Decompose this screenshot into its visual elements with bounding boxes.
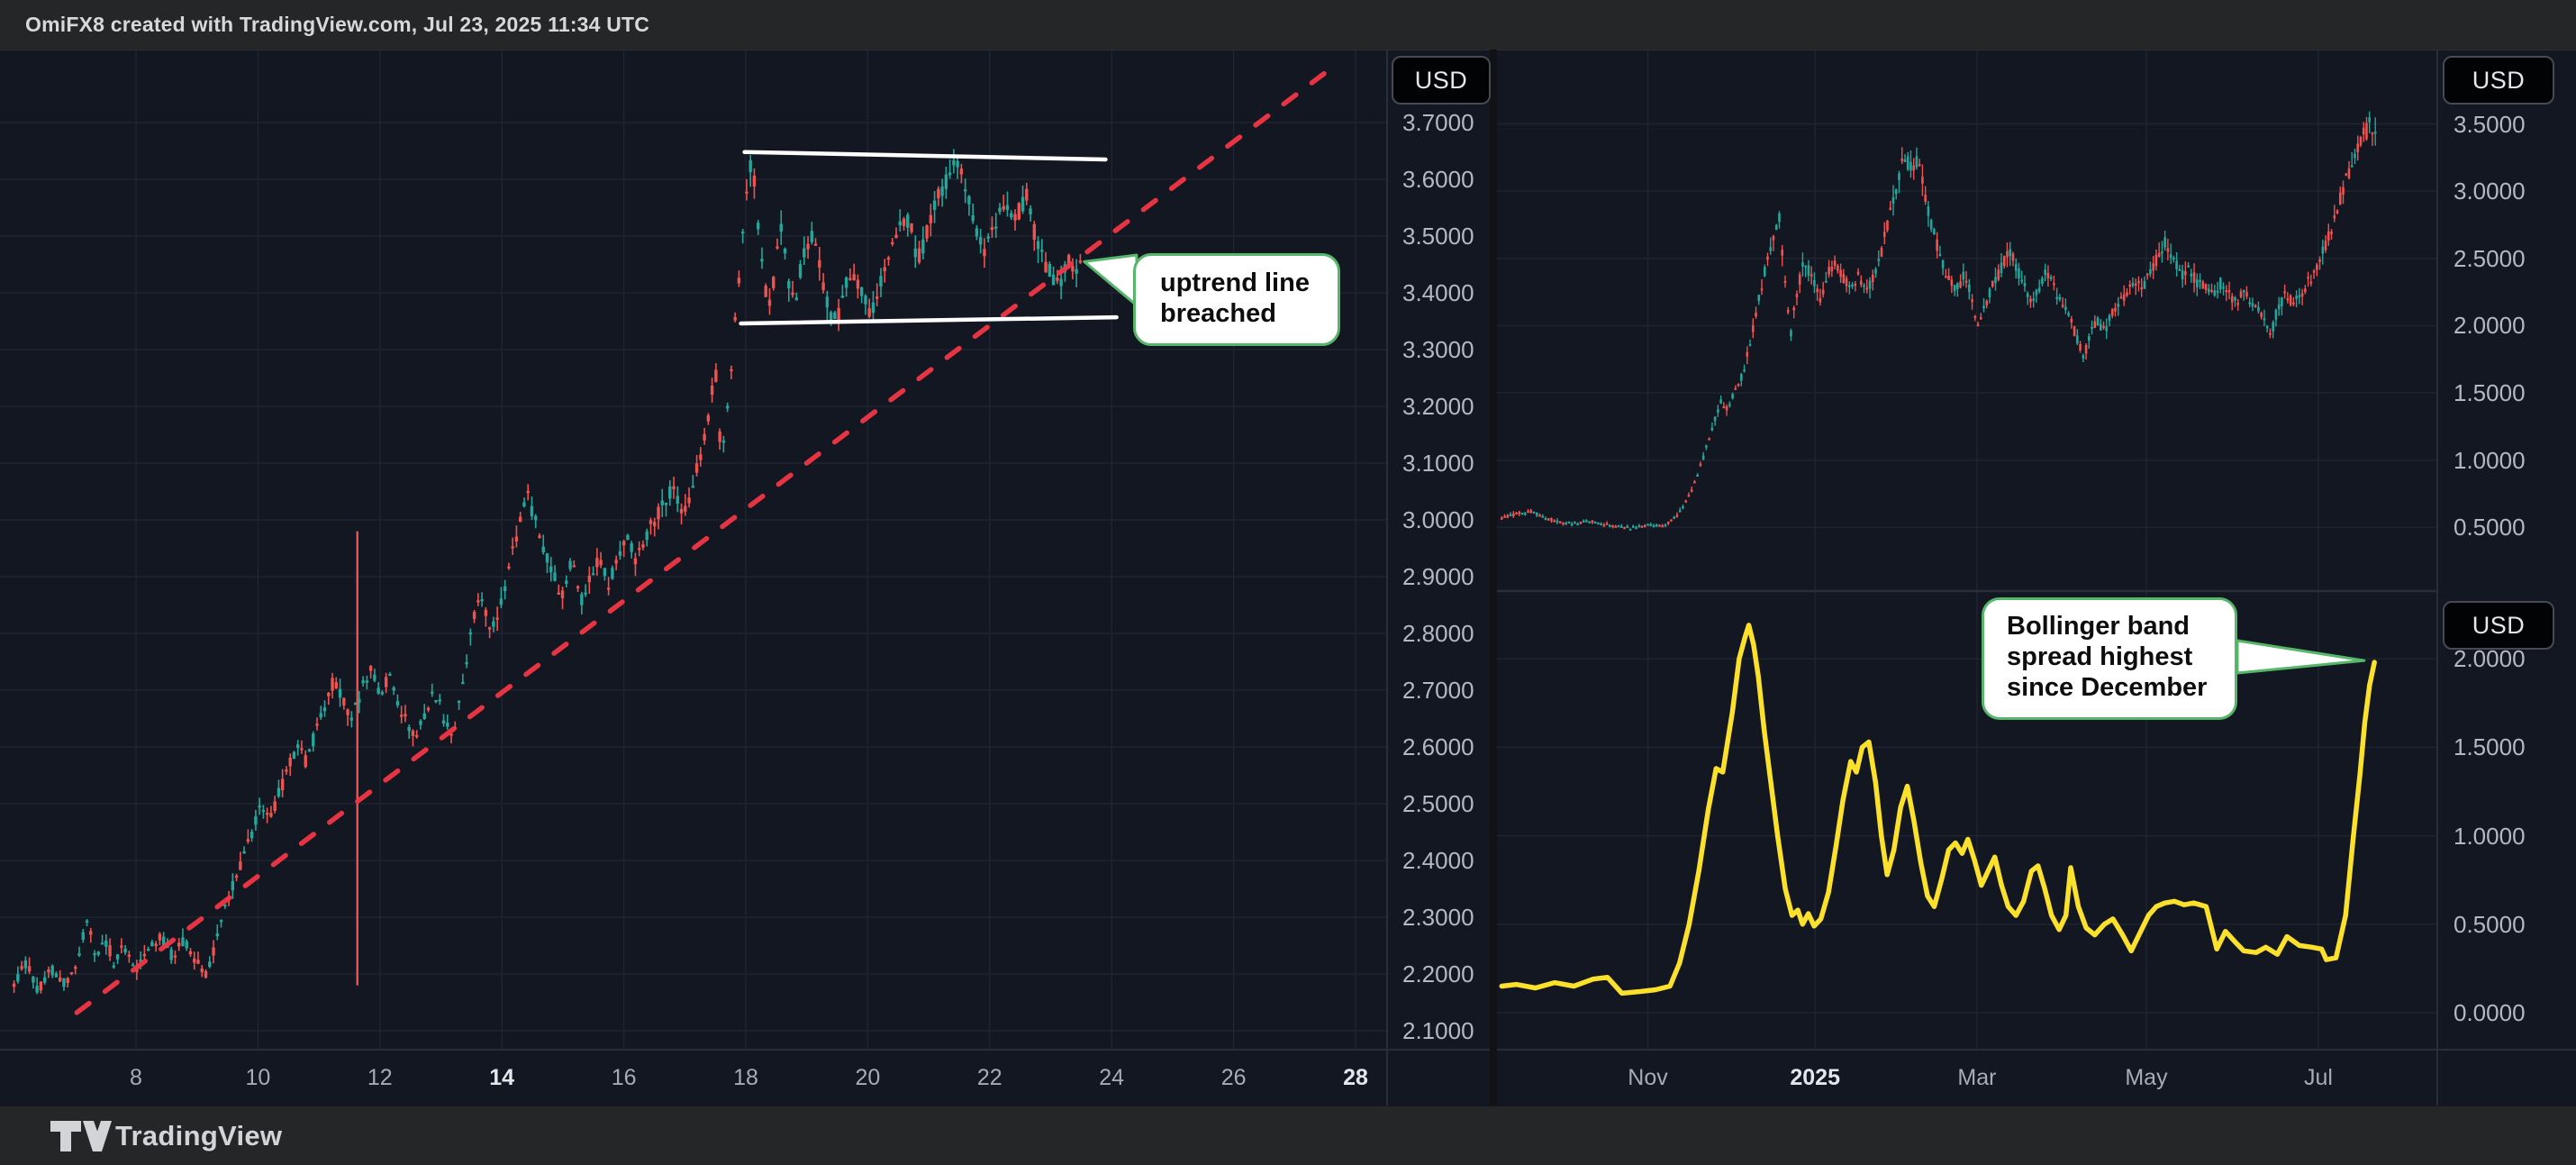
price-tick-label: 1.0000 xyxy=(2454,822,2526,850)
price-tick-label: 1.5000 xyxy=(2454,733,2526,761)
price-tick-label: 3.2000 xyxy=(1402,393,1474,420)
price-tick-label: 2.6000 xyxy=(1402,733,1474,760)
date-tick-label: 16 xyxy=(611,1065,637,1090)
price-tick-label: 3.5000 xyxy=(1402,223,1474,250)
date-tick-label: 2025 xyxy=(1790,1065,1840,1090)
price-tick-label: 2.3000 xyxy=(1402,904,1474,931)
price-tick-label: 2.0000 xyxy=(2454,312,2526,340)
price-tick-label: 3.3000 xyxy=(1402,336,1474,363)
price-tick-label: 1.5000 xyxy=(2454,379,2526,407)
price-tick-label: 1.0000 xyxy=(2454,446,2526,474)
price-tick-label: 3.0000 xyxy=(1402,506,1474,533)
channel-upper-line xyxy=(742,150,1108,162)
price-tick-label: 2.0000 xyxy=(2454,645,2526,673)
date-tick-label: May xyxy=(2125,1065,2168,1090)
date-tick-label: Mar xyxy=(1957,1065,1997,1090)
date-tick-label: 14 xyxy=(489,1065,515,1090)
chart-canvas xyxy=(0,50,2576,1106)
right-candles xyxy=(1501,111,2377,531)
date-tick-label: 24 xyxy=(1099,1065,1125,1090)
left-overlays xyxy=(74,64,1336,1015)
channel-lower-line xyxy=(739,314,1119,326)
date-tick-label: 12 xyxy=(367,1065,393,1090)
price-tick-label: 3.0000 xyxy=(2454,177,2526,205)
right-top-grid xyxy=(1497,50,2437,590)
left-price-chart[interactable] xyxy=(0,50,1387,1050)
date-tick-label: 10 xyxy=(245,1065,271,1090)
price-tick-label: 0.5000 xyxy=(2454,514,2526,542)
price-tick-label: 2.1000 xyxy=(1402,1017,1474,1044)
left-price-axis[interactable] xyxy=(1387,50,1492,1050)
uptrend-callout: uptrend line breached xyxy=(1133,253,1340,346)
date-tick-label: 26 xyxy=(1220,1065,1247,1090)
currency-badge: USD xyxy=(2443,56,2554,105)
price-tick-label: 2.8000 xyxy=(1402,620,1474,647)
uptrend-line xyxy=(74,64,1336,1015)
date-tick-label: 22 xyxy=(976,1065,1002,1090)
price-tick-label: 0.5000 xyxy=(2454,910,2526,938)
watermark-attribution: OmiFX8 created with TradingView.com, Jul… xyxy=(25,13,650,36)
bollinger-spread-chart[interactable] xyxy=(1497,592,2437,1050)
bollinger-spread-line xyxy=(1499,623,2377,997)
date-tick-label: 20 xyxy=(855,1065,881,1090)
price-tick-label: 2.2000 xyxy=(1402,960,1474,988)
price-tick-label: 3.5000 xyxy=(2454,110,2526,138)
price-tick-label: 0.0000 xyxy=(2454,999,2526,1026)
bollinger-callout: Bollinger band spread highest since Dece… xyxy=(1982,597,2237,720)
price-tick-label: 3.4000 xyxy=(1402,279,1474,306)
tradingview-logo[interactable] xyxy=(50,1120,112,1152)
right-bottom-grid xyxy=(1497,592,2437,1050)
price-tick-label: 2.7000 xyxy=(1402,677,1474,704)
price-tick-label: 3.7000 xyxy=(1402,109,1474,136)
date-tick-label: Jul xyxy=(2303,1065,2333,1090)
date-tick-label: 8 xyxy=(130,1065,142,1090)
currency-badge: USD xyxy=(2443,601,2554,650)
price-tick-label: 3.6000 xyxy=(1402,166,1474,193)
right-price-chart[interactable] xyxy=(1497,50,2437,590)
price-tick-label: 2.5000 xyxy=(1402,790,1474,817)
footer-bar: TradingView xyxy=(0,1106,2576,1165)
date-tick-label: 28 xyxy=(1343,1065,1368,1090)
date-tick-label: 18 xyxy=(733,1065,758,1090)
header-bar: OmiFX8 created with TradingView.com, Jul… xyxy=(0,0,2576,50)
price-tick-label: 2.5000 xyxy=(2454,244,2526,272)
price-tick-label: 3.1000 xyxy=(1402,450,1474,477)
price-tick-label: 2.4000 xyxy=(1402,847,1474,874)
tradingview-wordmark[interactable]: TradingView xyxy=(115,1120,283,1151)
date-tick-label: Nov xyxy=(1628,1065,1668,1090)
currency-badge: USD xyxy=(1392,56,1491,105)
bollinger-callout-tail xyxy=(2236,639,2366,675)
price-tick-label: 2.9000 xyxy=(1402,563,1474,590)
